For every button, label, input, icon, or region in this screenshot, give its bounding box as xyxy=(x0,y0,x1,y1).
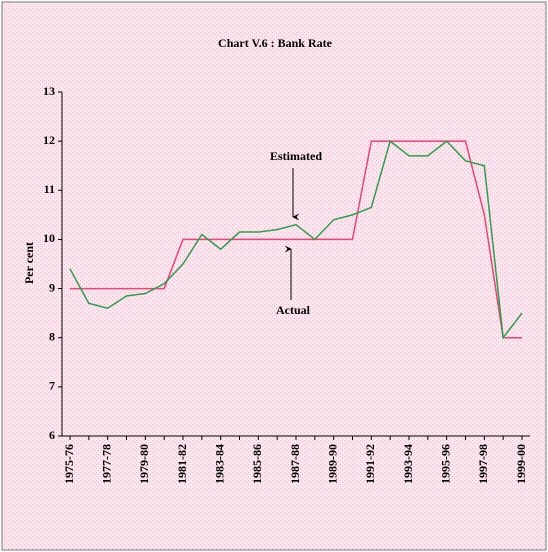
x-tick-label: 1999-00 xyxy=(514,444,528,484)
y-tick-label: 10 xyxy=(43,231,55,245)
x-tick-label: 1989-90 xyxy=(325,444,339,484)
y-tick-label: 13 xyxy=(43,84,55,98)
y-axis-label: Per cent xyxy=(22,242,36,284)
y-tick-label: 9 xyxy=(49,280,55,294)
y-tick-label: 11 xyxy=(44,182,55,196)
chart-title: Chart V.6 : Bank Rate xyxy=(218,36,333,50)
annotation: Actual xyxy=(276,303,311,317)
x-tick-label: 1981-82 xyxy=(175,444,189,484)
series-line xyxy=(69,139,523,340)
y-tick-label: 7 xyxy=(49,379,55,393)
x-tick-label: 1987-88 xyxy=(288,444,302,484)
x-tick-label: 1975-76 xyxy=(62,444,76,484)
y-tick-label: 12 xyxy=(43,133,55,147)
x-tick-label: 1977-78 xyxy=(99,444,113,484)
x-tick-label: 1993-94 xyxy=(401,444,415,484)
x-tick-label: 1997-98 xyxy=(476,444,490,484)
x-tick-label: 1991-92 xyxy=(363,444,377,484)
x-tick-label: 1983-84 xyxy=(212,444,226,484)
y-tick-label: 6 xyxy=(49,428,55,442)
x-tick-label: 1979-80 xyxy=(137,444,151,484)
x-tick-label: 1995-96 xyxy=(438,444,452,484)
x-tick-label: 1985-86 xyxy=(250,444,264,484)
y-tick-label: 8 xyxy=(49,329,55,343)
annotation: Estimated xyxy=(270,149,322,163)
